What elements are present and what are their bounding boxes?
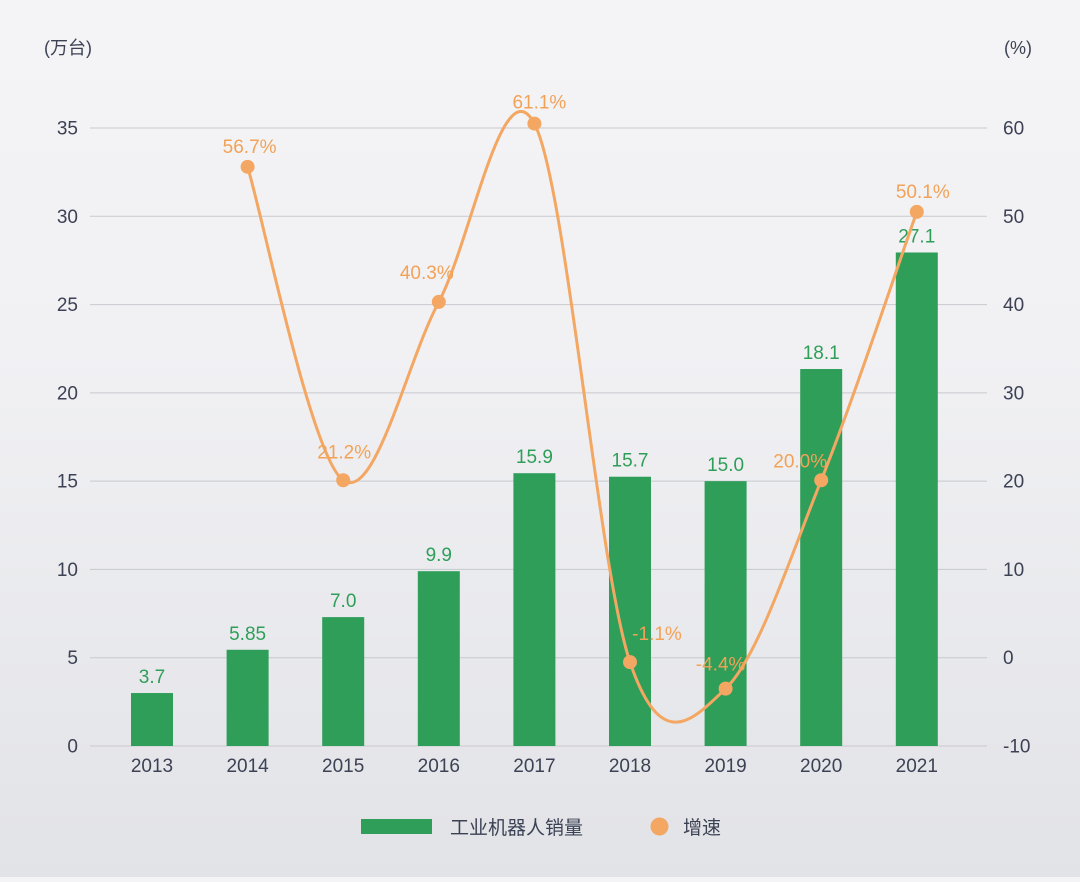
bar-2018[interactable]: [609, 476, 651, 746]
x-axis-label-2019: 2019: [704, 756, 746, 777]
line-value-label-2020: 20.0%: [773, 451, 827, 472]
x-axis-labels: 2013 2014 2015 2016 2017 2018 2019 2020 2021: [131, 756, 938, 777]
line-point-2019[interactable]: [718, 681, 733, 696]
bar-2013[interactable]: [131, 693, 173, 746]
x-axis-label-2013: 2013: [131, 756, 173, 777]
bar-2019[interactable]: [704, 481, 747, 746]
bar-2016[interactable]: [417, 571, 460, 746]
line-value-label-2014: 56.7%: [223, 137, 277, 158]
bar-value-label-2019: 15.0: [707, 455, 744, 476]
left-axis-tick: 35: [57, 119, 78, 140]
bar-series: 3.7 5.85 7.0 9.9 15.9 15.7 15.0 18.1 27.1: [131, 226, 938, 747]
legend-item-bar-series[interactable]: 工业机器人销量: [361, 817, 583, 839]
line-value-label-2017: 61.1%: [512, 93, 566, 114]
right-axis-unit-label: (%): [1004, 38, 1032, 58]
left-axis-tick: 5: [67, 648, 78, 669]
bar-2020[interactable]: [800, 369, 843, 746]
left-axis-tick: 0: [67, 737, 78, 758]
bar-value-label-2017: 15.9: [516, 447, 553, 468]
bar-2014[interactable]: [226, 649, 269, 746]
right-axis-tick: 50: [1003, 207, 1024, 228]
line-value-label-2018: -1.1%: [632, 624, 682, 645]
x-axis-label-2014: 2014: [226, 756, 269, 777]
legend-item-line-series[interactable]: 增速: [650, 817, 722, 839]
bar-value-label-2020: 18.1: [803, 343, 840, 364]
line-point-2017[interactable]: [527, 116, 542, 131]
line-point-2018[interactable]: [623, 655, 637, 670]
left-axis-unit-label: (万台): [44, 38, 92, 58]
bar-value-label-2014: 5.85: [229, 624, 266, 645]
left-axis-tick: 10: [57, 560, 78, 581]
legend-line-label: 增速: [683, 817, 721, 839]
line-value-label-2019: -4.4%: [696, 655, 746, 676]
line-value-label-2016: 40.3%: [400, 263, 454, 284]
left-axis-ticks: 0 5 10 15 20 25 30 35: [57, 119, 78, 758]
bar-value-label-2013: 3.7: [139, 667, 165, 688]
bar-value-label-2018: 15.7: [612, 451, 649, 472]
right-axis-tick: 60: [1003, 119, 1024, 140]
x-axis-label-2021: 2021: [896, 756, 938, 777]
right-axis-tick: 0: [1003, 648, 1014, 669]
x-axis-label-2018: 2018: [609, 756, 651, 777]
line-series: 56.7% 21.2% 40.3% 61.1% -1.1% -4.4% 20.0% 50.1%: [223, 93, 950, 724]
line-value-label-2015: 21.2%: [317, 442, 371, 463]
line-point-2015[interactable]: [336, 473, 351, 488]
x-axis-label-2016: 2016: [418, 756, 460, 777]
right-axis-tick: 10: [1003, 560, 1024, 581]
right-axis-tick: 30: [1003, 383, 1024, 404]
legend-bar-label: 工业机器人销量: [450, 817, 583, 839]
legend-line-swatch: [650, 817, 669, 836]
left-axis-tick: 25: [57, 295, 78, 316]
legend: 工业机器人销量 增速: [361, 817, 721, 839]
line-value-label-2021: 50.1%: [896, 182, 950, 203]
left-axis-tick: 20: [57, 383, 78, 404]
bar-value-label-2015: 7.0: [330, 591, 356, 612]
left-axis-tick: 15: [57, 472, 78, 493]
right-axis-tick: 20: [1003, 472, 1024, 493]
bar-value-label-2016: 9.9: [426, 545, 452, 566]
legend-bar-swatch: [361, 819, 432, 834]
right-axis-tick: -10: [1003, 737, 1030, 758]
x-axis-label-2015: 2015: [322, 756, 364, 777]
bar-2017[interactable]: [513, 473, 556, 746]
x-axis-label-2020: 2020: [800, 756, 842, 777]
bar-2015[interactable]: [322, 617, 365, 746]
bar-value-label-2021: 27.1: [898, 226, 935, 247]
right-axis-ticks: -10 0 10 20 30 40 50 60: [1003, 119, 1030, 758]
line-point-2014[interactable]: [240, 159, 255, 174]
right-axis-tick: 40: [1003, 295, 1024, 316]
line-point-2016[interactable]: [431, 294, 446, 309]
bar-2021[interactable]: [895, 252, 938, 747]
line-point-2021[interactable]: [909, 204, 924, 219]
left-axis-tick: 30: [57, 207, 78, 228]
line-point-2020[interactable]: [814, 473, 829, 488]
x-axis-label-2017: 2017: [513, 756, 555, 777]
